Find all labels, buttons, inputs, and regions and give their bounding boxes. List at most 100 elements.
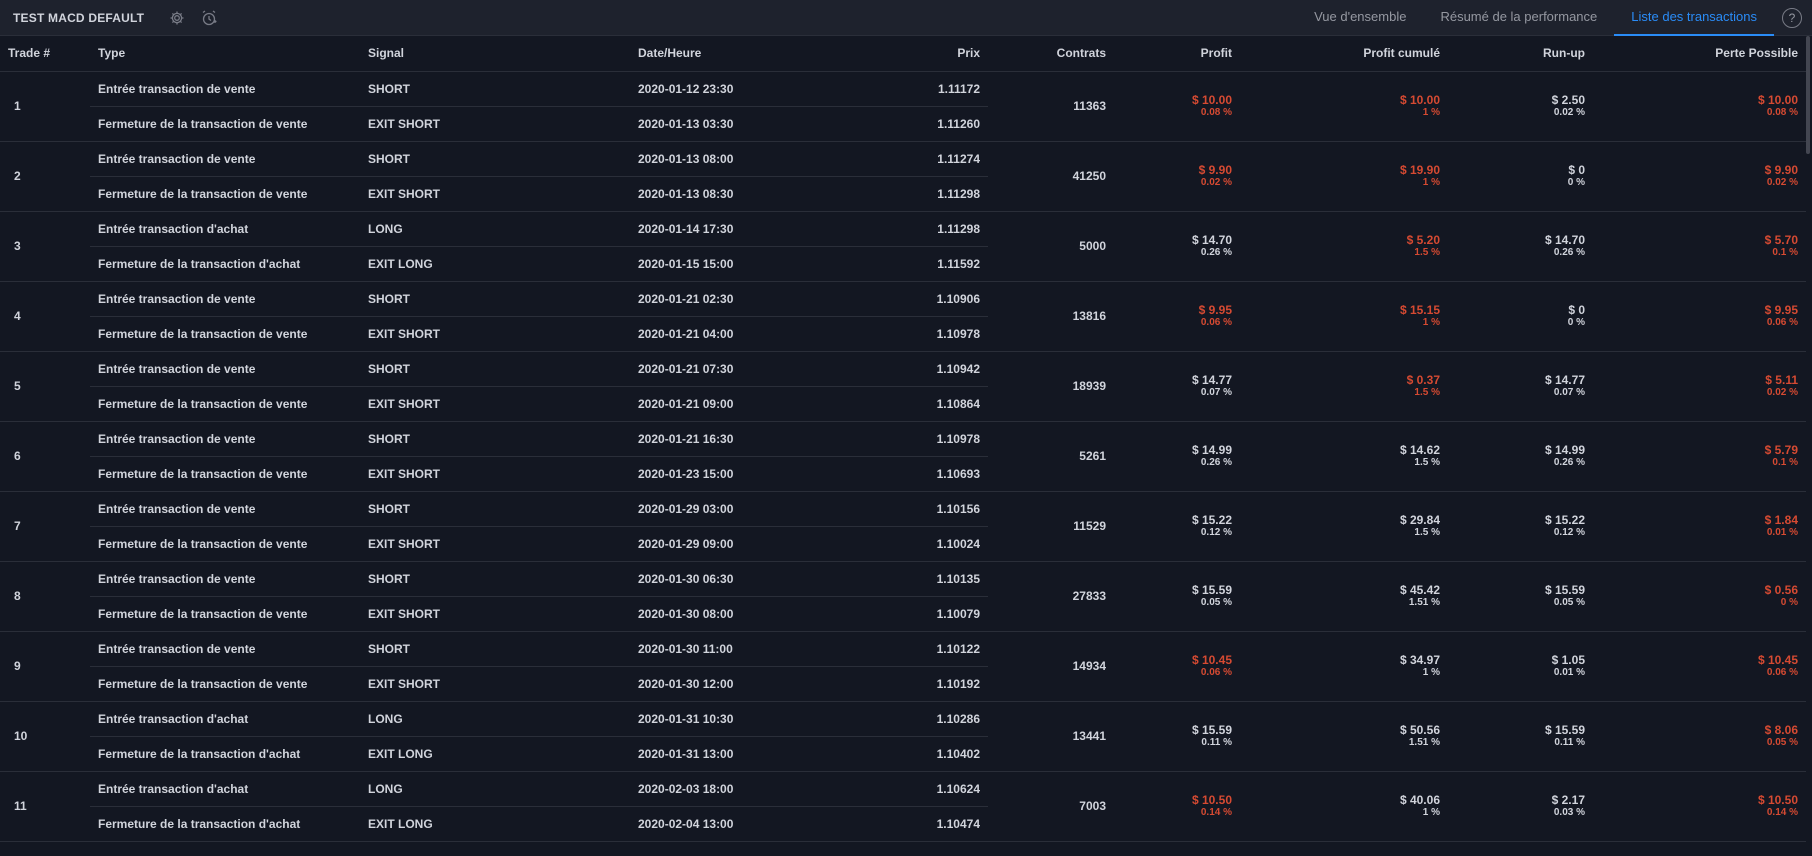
col-trade-num[interactable]: Trade # [0, 36, 90, 72]
trade-list[interactable]: Trade # Type Signal Date/Heure Prix Cont… [0, 36, 1812, 856]
trade-number: 2 [0, 141, 90, 212]
trade-drawdown-value: $ 5.70 [1764, 232, 1798, 247]
tab-overview[interactable]: Vue d'ensemble [1314, 9, 1407, 24]
col-runup[interactable]: Run-up [1448, 36, 1593, 72]
trade-runup-percent: 0.05 % [1553, 596, 1585, 608]
trade-exit-row[interactable]: Fermeture de la transaction d'achat EXIT … [0, 806, 1806, 842]
trade-signal: LONG [360, 771, 630, 807]
trade-type: Entrée transaction de vente [90, 491, 360, 527]
trade-exit-row[interactable]: Fermeture de la transaction de vente EXIT… [0, 316, 1806, 352]
trade-exit-row[interactable]: Fermeture de la transaction d'achat EXIT … [0, 736, 1806, 772]
tab-trade-list[interactable]: Liste des transactions [1614, 0, 1774, 36]
trade-exit-row[interactable]: Fermeture de la transaction de vente EXIT… [0, 176, 1806, 212]
col-type[interactable]: Type [90, 36, 360, 72]
trade-entry-row[interactable]: 3 Entrée transaction d'achat LONG 2020-01-1… [0, 211, 1806, 282]
trade-profit-percent: 0.14 % [1200, 806, 1232, 818]
trade-datetime: 2020-01-30 06:30 [630, 561, 830, 597]
trade-cumulative-profit-value: $ 14.62 [1399, 442, 1440, 457]
alarm-add-icon[interactable] [200, 9, 218, 27]
trade-entry-row[interactable]: 6 Entrée transaction de vente SHORT 2020-01… [0, 421, 1806, 492]
col-profit[interactable]: Profit [1114, 36, 1240, 72]
trade-cumulative-profit-value: $ 50.56 [1399, 722, 1440, 737]
trade-profit-percent: 0.11 % [1201, 736, 1232, 748]
trade-datetime: 2020-01-21 09:00 [630, 386, 830, 422]
scrollbar[interactable] [1806, 36, 1810, 154]
trade-signal: EXIT LONG [360, 806, 630, 842]
trade-price: 1.11274 [830, 141, 988, 177]
trade-contracts: 7003 [988, 771, 1114, 842]
trade-exit-row[interactable]: Fermeture de la transaction de vente EXIT… [0, 386, 1806, 422]
trade-price: 1.10079 [830, 596, 988, 632]
col-signal[interactable]: Signal [360, 36, 630, 72]
help-icon[interactable]: ? [1782, 7, 1802, 28]
trade-exit-row[interactable]: Fermeture de la transaction de vente EXIT… [0, 106, 1806, 142]
trade-entry-row[interactable]: 5 Entrée transaction de vente SHORT 2020-01… [0, 351, 1806, 422]
trade-datetime: 2020-01-21 07:30 [630, 351, 830, 387]
trade-contracts: 27833 [988, 561, 1114, 632]
trade-price: 1.11298 [830, 176, 988, 212]
trade-drawdown-value: $ 1.84 [1764, 512, 1798, 527]
col-contracts[interactable]: Contrats [988, 36, 1114, 72]
trade-type: Entrée transaction d'achat [90, 701, 360, 737]
col-cumulative-profit[interactable]: Profit cumulé [1240, 36, 1448, 72]
tab-performance-summary[interactable]: Résumé de la performance [1440, 9, 1598, 24]
trade-cumulative-profit-value: $ 29.84 [1399, 512, 1440, 527]
trade-datetime: 2020-02-04 13:00 [630, 806, 830, 842]
trade-exit-row[interactable]: Fermeture de la transaction d'achat EXIT … [0, 246, 1806, 282]
trade-runup-percent: 0.26 % [1553, 246, 1585, 258]
trade-type: Entrée transaction d'achat [90, 211, 360, 247]
trade-exit-row[interactable]: Fermeture de la transaction de vente EXIT… [0, 456, 1806, 492]
trade-signal: SHORT [360, 491, 630, 527]
trade-exit-row[interactable]: Fermeture de la transaction de vente EXIT… [0, 526, 1806, 562]
trade-price: 1.10624 [830, 771, 988, 807]
trade-signal: LONG [360, 211, 630, 247]
trade-profit: $ 9.90 0.02 % [1114, 141, 1240, 212]
trade-cumulative-profit: $ 45.42 1.51 % [1240, 561, 1448, 632]
trade-signal: EXIT SHORT [360, 456, 630, 492]
trade-entry-row[interactable]: 7 Entrée transaction de vente SHORT 2020-01… [0, 491, 1806, 562]
col-price[interactable]: Prix [830, 36, 988, 72]
gear-icon[interactable] [168, 9, 186, 27]
trade-drawdown: $ 5.79 0.1 % [1593, 421, 1806, 492]
trade-profit: $ 15.59 0.05 % [1114, 561, 1240, 632]
trade-drawdown-value: $ 0.56 [1764, 582, 1798, 597]
trade-exit-row[interactable]: Fermeture de la transaction de vente EXIT… [0, 596, 1806, 632]
trade-price: 1.10864 [830, 386, 988, 422]
trade-profit-value: $ 14.99 [1191, 442, 1232, 457]
trade-entry-row[interactable]: 11 Entrée transaction d'achat LONG 2020-02-… [0, 771, 1806, 842]
trade-entry-row[interactable]: 4 Entrée transaction de vente SHORT 2020-01… [0, 281, 1806, 352]
trade-drawdown: $ 10.00 0.08 % [1593, 71, 1806, 142]
trade-price: 1.10942 [830, 351, 988, 387]
trade-entry-row[interactable]: 10 Entrée transaction d'achat LONG 2020-01-… [0, 701, 1806, 772]
trade-datetime: 2020-01-14 17:30 [630, 211, 830, 247]
trade-entry-row[interactable]: 2 Entrée transaction de vente SHORT 2020-01… [0, 141, 1806, 212]
trade-runup: $ 15.22 0.12 % [1448, 491, 1593, 562]
trade-price: 1.10906 [830, 281, 988, 317]
trade-drawdown-value: $ 9.90 [1764, 162, 1798, 177]
trade-entry-row[interactable]: 9 Entrée transaction de vente SHORT 2020-01… [0, 631, 1806, 702]
trade-drawdown: $ 5.70 0.1 % [1593, 211, 1806, 282]
trade-number: 5 [0, 351, 90, 422]
col-drawdown[interactable]: Perte Possible [1593, 36, 1806, 72]
trade-drawdown-percent: 0.14 % [1766, 806, 1798, 818]
trade-profit-value: $ 9.90 [1198, 162, 1232, 177]
trade-profit: $ 14.77 0.07 % [1114, 351, 1240, 422]
trade-price: 1.10122 [830, 631, 988, 667]
trade-profit-percent: 0.26 % [1200, 246, 1232, 258]
trade-cumulative-profit-percent: 1.5 % [1414, 386, 1440, 398]
trade-drawdown-percent: 0 % [1780, 596, 1798, 608]
trade-contracts: 41250 [988, 141, 1114, 212]
col-datetime[interactable]: Date/Heure [630, 36, 830, 72]
trade-drawdown: $ 9.95 0.06 % [1593, 281, 1806, 352]
trade-entry-row[interactable]: 1 Entrée transaction de vente SHORT 2020-01… [0, 71, 1806, 142]
trade-signal: EXIT LONG [360, 736, 630, 772]
trade-exit-row[interactable]: Fermeture de la transaction de vente EXIT… [0, 666, 1806, 702]
trade-runup-percent: 0.26 % [1553, 456, 1585, 468]
trade-profit: $ 15.59 0.11 % [1114, 701, 1240, 772]
trade-drawdown: $ 1.84 0.01 % [1593, 491, 1806, 562]
trade-number: 11 [0, 771, 90, 842]
trade-entry-row[interactable]: 8 Entrée transaction de vente SHORT 2020-01… [0, 561, 1806, 632]
trade-signal: SHORT [360, 351, 630, 387]
trade-drawdown-percent: 0.05 % [1766, 736, 1798, 748]
trade-drawdown: $ 5.11 0.02 % [1593, 351, 1806, 422]
